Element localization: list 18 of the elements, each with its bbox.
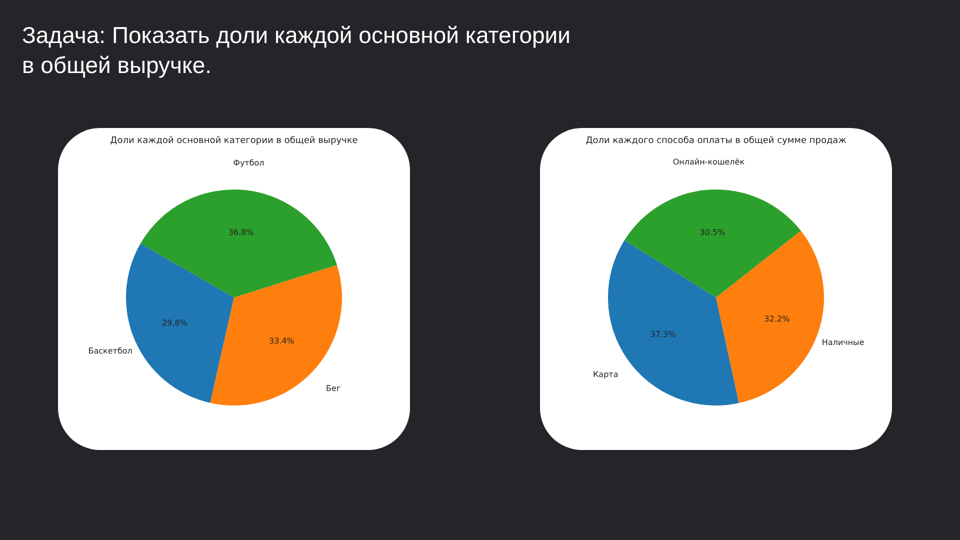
data-label: 29.8% <box>162 318 188 328</box>
data-label: 36.8% <box>228 228 254 238</box>
data-label: 33.4% <box>268 336 295 346</box>
slice-label: Баскетбол <box>88 346 132 356</box>
slice-label: Карта <box>592 370 618 380</box>
pie-slice <box>140 190 337 298</box>
slice-label: Онлайн-кошелёк <box>672 158 745 167</box>
data-label: 32.2% <box>764 314 790 324</box>
pie-slice <box>624 190 801 298</box>
data-label: 37.3% <box>650 330 676 339</box>
text: Задача: Показать доли каждой основной категории в общей выручке. <box>22 21 572 80</box>
slice-label: Футбол <box>233 158 264 168</box>
slice-label: Наличные <box>822 338 864 348</box>
pie-slice <box>210 264 342 406</box>
chart-title: Доли каждой основной категории в общей выручке <box>110 136 358 146</box>
slice-label: Бег <box>326 384 341 393</box>
chart-title: Доли каждого способа оплаты в общей сумме продаж <box>586 136 846 146</box>
data-label: 30.5% <box>700 228 726 237</box>
